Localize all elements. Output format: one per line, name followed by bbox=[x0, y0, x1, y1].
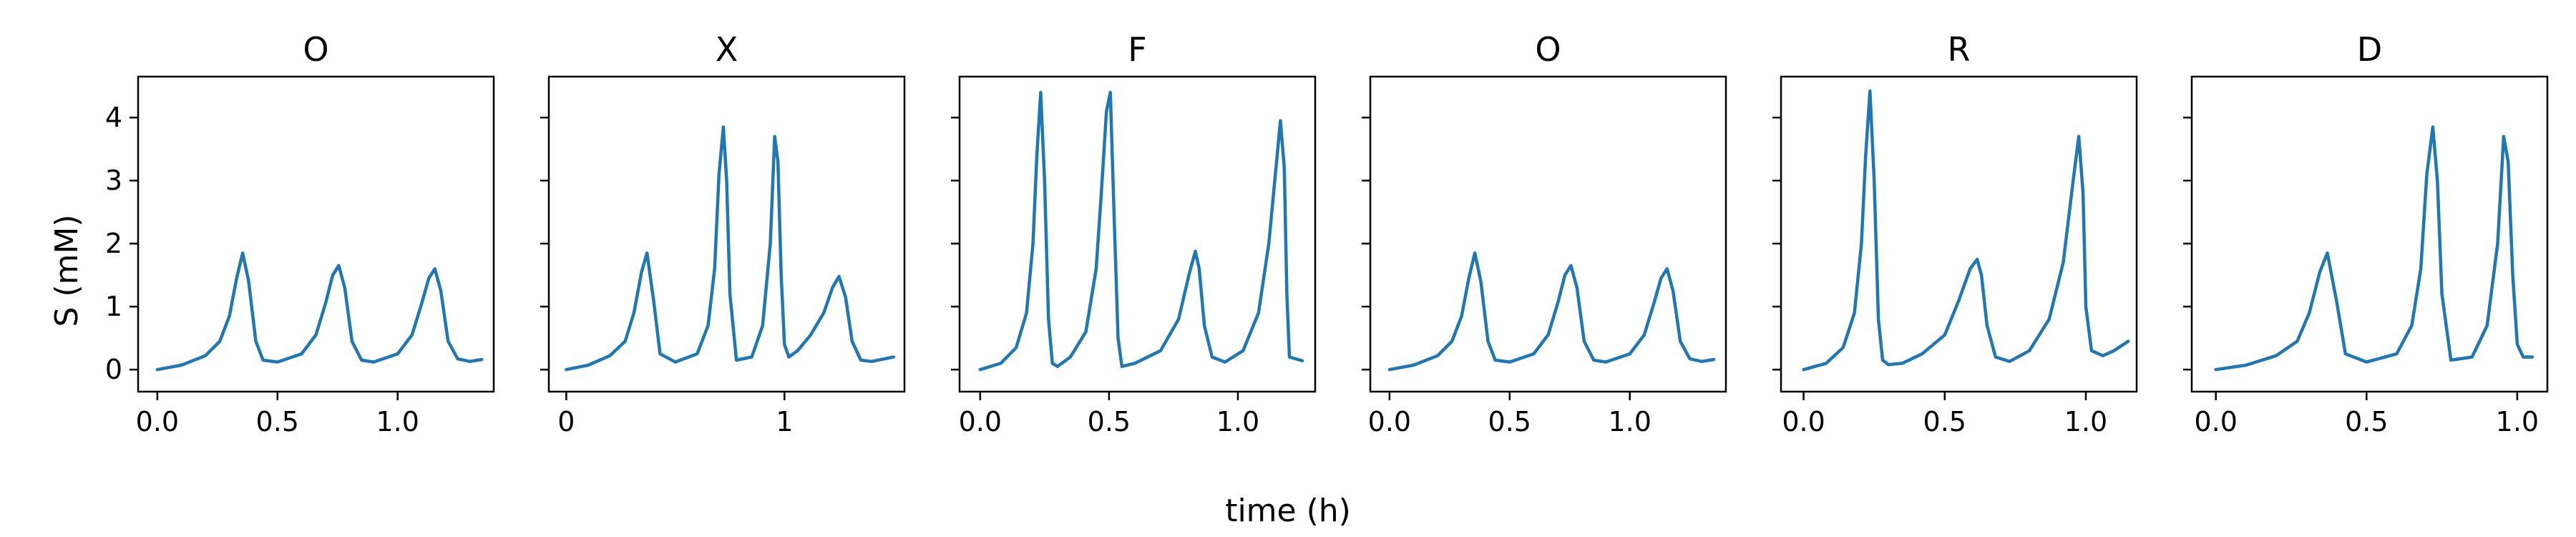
series-line bbox=[155, 251, 484, 372]
panel-1: O 0 1 2 3 4 0.0 0.5 1.0 bbox=[105, 30, 495, 437]
panels: O 0 1 2 3 4 0.0 0.5 1.0 X 0 1 F 0.0 0.5 1.0 O 0.0 0.5 1.0 R 0… bbox=[105, 30, 2549, 437]
x-tick-label: 0.0 bbox=[1368, 406, 1411, 437]
panel-6: D 0.0 0.5 1.0 bbox=[2183, 30, 2549, 437]
panel-title: R bbox=[1948, 30, 1971, 69]
panel-title: X bbox=[716, 30, 738, 69]
series-line bbox=[565, 125, 896, 372]
y-tick-label: 0 bbox=[105, 354, 122, 385]
y-axis-label: S (mM) bbox=[49, 214, 85, 326]
panel-5: R 0.0 0.5 1.0 bbox=[1772, 30, 2138, 437]
y-tick-label: 4 bbox=[105, 102, 122, 133]
panel-3: F 0.0 0.5 1.0 bbox=[951, 30, 1317, 437]
axes-frame bbox=[958, 75, 1317, 393]
x-tick-label: 0.5 bbox=[1923, 406, 1966, 437]
series-line bbox=[978, 90, 1304, 372]
axes-frame bbox=[2190, 75, 2549, 393]
x-tick-label: 0.5 bbox=[1088, 406, 1131, 437]
y-tick-label: 2 bbox=[105, 228, 122, 259]
x-tick-label: 0.0 bbox=[2194, 406, 2237, 437]
panel-title: O bbox=[1535, 30, 1561, 69]
panel-2: X 0 1 bbox=[540, 30, 906, 437]
x-tick-label: 0.5 bbox=[256, 406, 299, 437]
x-tick-label: 1 bbox=[776, 406, 793, 437]
y-tick-label: 3 bbox=[105, 165, 122, 196]
y-tick-label: 1 bbox=[105, 291, 122, 322]
x-tick-label: 1.0 bbox=[2064, 406, 2107, 437]
axes-frame bbox=[1780, 75, 2138, 393]
axes-frame bbox=[547, 75, 906, 393]
x-tick-label: 1.0 bbox=[376, 406, 419, 437]
x-tick-label: 0.0 bbox=[1782, 406, 1825, 437]
series-line bbox=[1387, 251, 1716, 372]
x-tick-label: 0 bbox=[557, 406, 575, 437]
series-line bbox=[2214, 125, 2534, 372]
x-tick-label: 0.0 bbox=[959, 406, 1002, 437]
x-tick-label: 0.5 bbox=[1488, 406, 1531, 437]
axes-frame bbox=[1369, 75, 1727, 393]
panel-title: O bbox=[303, 30, 328, 69]
x-tick-label: 1.0 bbox=[1216, 406, 1259, 437]
panel-4: O 0.0 0.5 1.0 bbox=[1362, 30, 1727, 437]
series-line bbox=[1802, 89, 2130, 372]
x-tick-label: 1.0 bbox=[1608, 406, 1651, 437]
x-tick-label: 0.5 bbox=[2345, 406, 2388, 437]
panel-title: D bbox=[2357, 30, 2382, 69]
x-axis-label: time (h) bbox=[1225, 493, 1351, 529]
axes-frame bbox=[137, 75, 495, 393]
x-tick-label: 0.0 bbox=[136, 406, 179, 437]
panel-title: F bbox=[1128, 30, 1146, 69]
x-tick-label: 1.0 bbox=[2496, 406, 2539, 437]
